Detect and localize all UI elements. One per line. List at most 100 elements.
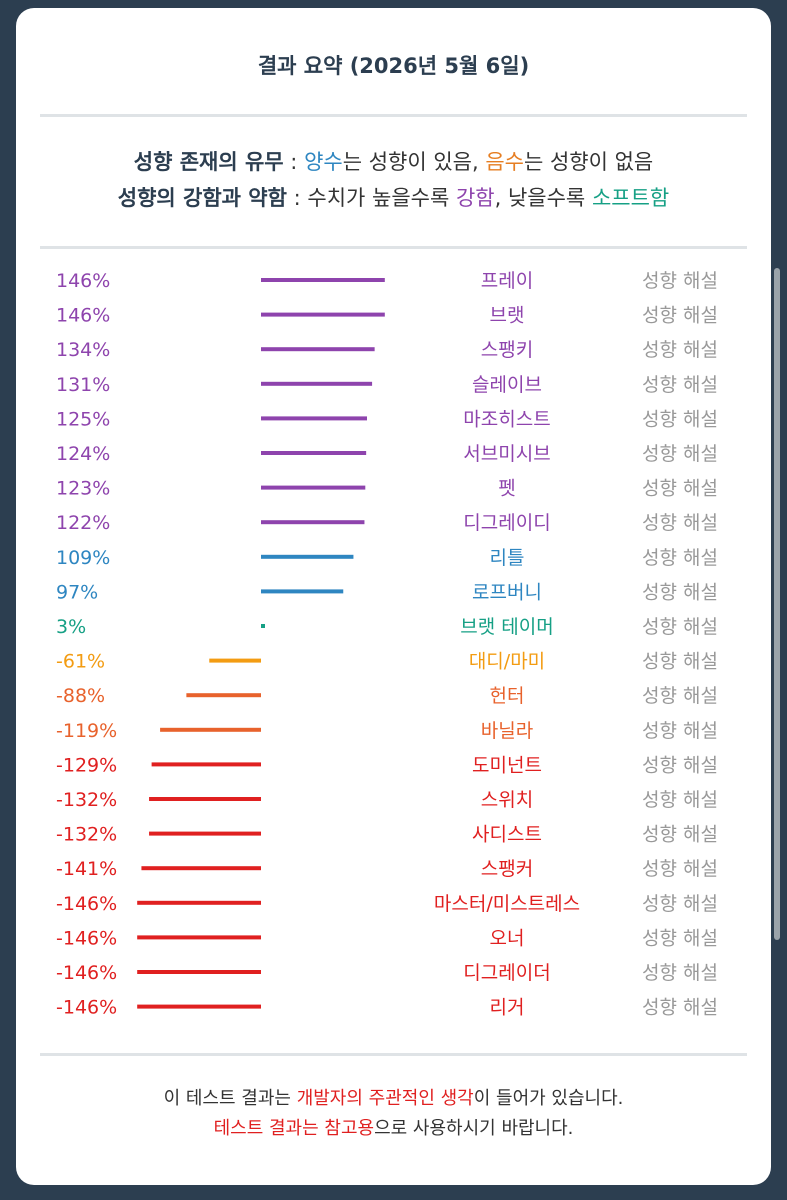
explanation-link[interactable]: 성향 해설 — [642, 408, 718, 430]
explanation-link[interactable]: 성향 해설 — [642, 893, 718, 915]
bar — [137, 970, 261, 974]
chart-row: -88% 헌터 성향 해설 — [56, 685, 718, 707]
chart-row: 97% 로프버니 성향 해설 — [56, 581, 718, 603]
chart-row: -119% 바닐라 성향 해설 — [56, 720, 718, 742]
explanation-link[interactable]: 성향 해설 — [642, 547, 718, 569]
legend-positive-text: 는 성향이 있음, — [342, 150, 486, 174]
chart-row: 3% 브랫 테이머 성향 해설 — [56, 616, 718, 638]
legend-sign-line: 성향 존재의 유무 : 양수는 성향이 있음, 음수는 성향이 없음 — [0, 146, 787, 176]
footer-text: 으로 사용하시기 바랍니다. — [374, 1118, 574, 1139]
category-label: 대디/마미 — [469, 651, 545, 673]
category-label: 서브미시브 — [463, 443, 550, 465]
legend-negative-text: 는 성향이 없음 — [523, 150, 654, 174]
footer-disclaimer-1: 이 테스트 결과는 개발자의 주관적인 생각이 들어가 있습니다. — [0, 1084, 787, 1110]
divider — [40, 114, 747, 117]
footer-highlight: 개발자의 주관적인 생각 — [296, 1088, 474, 1109]
value-label: -146% — [56, 927, 117, 949]
bar — [209, 658, 261, 663]
bar — [137, 900, 261, 905]
value-label: 134% — [56, 339, 110, 361]
footer-text: 이 들어가 있습니다. — [473, 1088, 624, 1109]
explanation-link[interactable]: 성향 해설 — [642, 443, 718, 465]
chart-row: -146% 마스터/미스트레스 성향 해설 — [56, 893, 718, 915]
explanation-link[interactable]: 성향 해설 — [642, 754, 718, 776]
explanation-link[interactable]: 성향 해설 — [642, 651, 718, 673]
explanation-link[interactable]: 성향 해설 — [642, 339, 718, 361]
explanation-link[interactable]: 성향 해설 — [642, 270, 718, 292]
category-label: 오너 — [490, 927, 525, 949]
value-label: 125% — [56, 408, 110, 430]
value-label: -132% — [56, 824, 117, 846]
explanation-link[interactable]: 성향 해설 — [642, 512, 718, 534]
value-label: 146% — [56, 270, 110, 292]
value-label: -146% — [56, 962, 117, 984]
footer-disclaimer-2: 테스트 결과는 참고용으로 사용하시기 바랍니다. — [0, 1114, 787, 1140]
legend-term-strength: 성향의 강함과 약함 — [117, 186, 287, 210]
explanation-link[interactable]: 성향 해설 — [642, 824, 718, 846]
category-label: 프레이 — [481, 270, 533, 292]
category-label: 디그레이디 — [463, 512, 550, 534]
category-label: 헌터 — [490, 685, 525, 707]
chart-row: 125% 마조히스트 성향 해설 — [56, 408, 718, 430]
page-title: 결과 요약 (2026년 5월 6일) — [257, 54, 530, 78]
explanation-link[interactable]: 성향 해설 — [642, 858, 718, 880]
bar — [261, 554, 354, 559]
category-label: 디그레이더 — [463, 962, 550, 984]
chart-row: -132% 스위치 성향 해설 — [56, 789, 718, 811]
footer-highlight: 테스트 결과는 참고용 — [213, 1118, 375, 1139]
legend-term-existence: 성향 존재의 유무 — [133, 150, 284, 174]
bar — [149, 831, 261, 836]
category-label: 스팽커 — [481, 858, 533, 880]
bar — [151, 762, 261, 767]
explanation-link[interactable]: 성향 해설 — [642, 962, 718, 984]
value-label: 123% — [56, 478, 110, 500]
chart-row: -132% 사디스트 성향 해설 — [56, 824, 718, 846]
legend-negative-word: 음수 — [485, 150, 524, 174]
legend-text-low: , 낮을수록 — [494, 186, 592, 210]
bar — [261, 278, 385, 282]
result-card — [16, 8, 771, 1185]
category-label: 바닐라 — [481, 720, 533, 742]
chart-row: -129% 도미넌트 성향 해설 — [56, 754, 718, 776]
legend-positive-word: 양수 — [304, 150, 343, 174]
value-label: 146% — [56, 305, 110, 327]
explanation-link[interactable]: 성향 해설 — [642, 616, 718, 638]
category-label: 스팽키 — [481, 339, 533, 361]
explanation-link[interactable]: 성향 해설 — [642, 581, 718, 603]
category-label: 마조히스트 — [463, 408, 550, 430]
bar — [149, 797, 261, 801]
chart-row: -146% 오너 성향 해설 — [56, 927, 718, 949]
chart-row: 146% 프레이 성향 해설 — [56, 270, 718, 292]
explanation-link[interactable]: 성향 해설 — [642, 305, 718, 327]
value-label: -119% — [56, 720, 117, 742]
explanation-link[interactable]: 성향 해설 — [642, 789, 718, 811]
bar — [160, 727, 261, 732]
legend-soft-word: 소프트함 — [591, 186, 670, 210]
divider — [40, 1053, 747, 1056]
value-label: 97% — [56, 581, 98, 603]
explanation-link[interactable]: 성향 해설 — [642, 720, 718, 742]
explanation-link[interactable]: 성향 해설 — [642, 478, 718, 500]
explanation-link[interactable]: 성향 해설 — [642, 374, 718, 396]
category-label: 리틀 — [490, 547, 525, 569]
legend-strong-word: 강함 — [455, 186, 495, 210]
bar — [261, 416, 367, 421]
explanation-link[interactable]: 성향 해설 — [642, 685, 718, 707]
bar — [261, 485, 366, 490]
category-label: 브랫 테이머 — [460, 616, 553, 638]
category-label: 리거 — [490, 997, 525, 1019]
category-label: 브랫 — [490, 305, 525, 327]
value-label: 131% — [56, 374, 110, 396]
bar — [261, 589, 344, 594]
value-label: -129% — [56, 754, 117, 776]
category-label: 펫 — [498, 478, 515, 500]
bar — [261, 624, 265, 628]
explanation-link[interactable]: 성향 해설 — [642, 997, 718, 1019]
bar — [137, 1004, 261, 1009]
explanation-link[interactable]: 성향 해설 — [642, 927, 718, 949]
bar — [261, 312, 385, 317]
bar — [186, 693, 261, 698]
category-label: 사디스트 — [472, 824, 542, 846]
scrollbar[interactable] — [774, 268, 780, 940]
category-label: 스위치 — [481, 789, 533, 811]
